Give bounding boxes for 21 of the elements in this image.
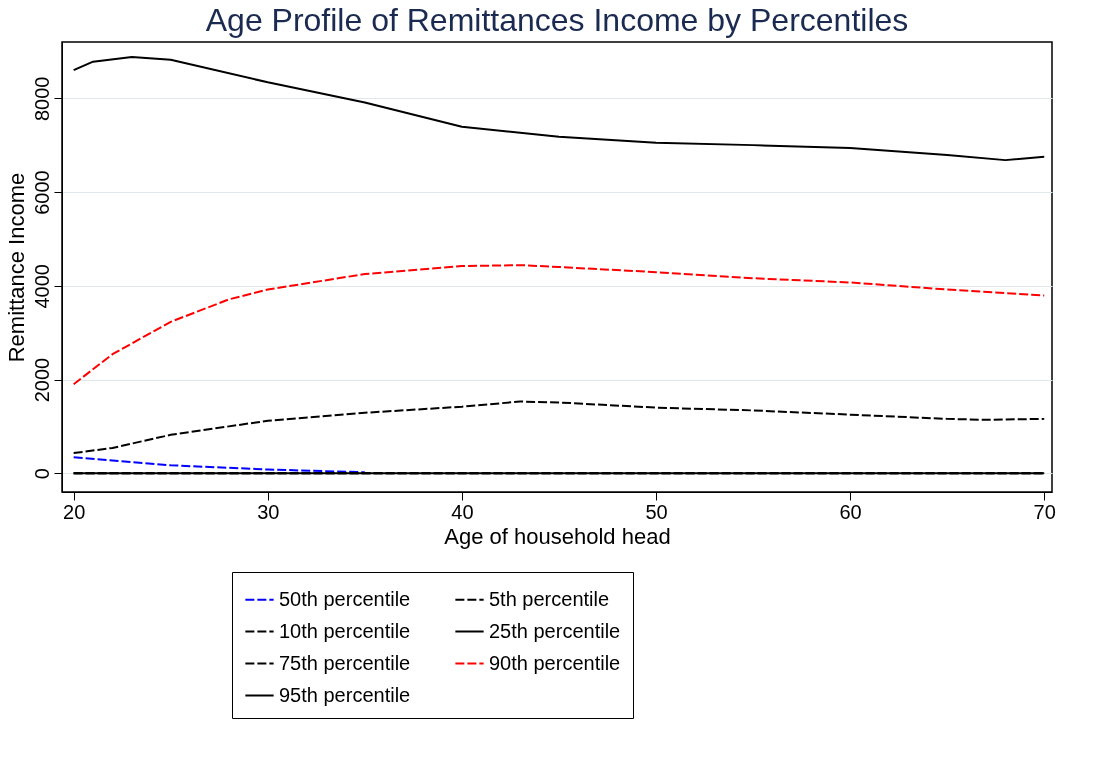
x-axis-title: Age of household head	[444, 523, 671, 549]
y-tick-label: 4000	[30, 264, 53, 309]
legend-label: 10th percentile	[279, 619, 411, 642]
chart-title: Age Profile of Remittances Income by Percentiles	[205, 2, 909, 38]
legend-label: 90th percentile	[489, 651, 621, 674]
legend-label: 95th percentile	[279, 683, 411, 706]
x-tick-label: 70	[1033, 500, 1056, 523]
legend-label: 50th percentile	[279, 587, 411, 610]
y-tick-label: 6000	[30, 170, 53, 215]
legend-label: 5th percentile	[489, 587, 610, 610]
x-tick-label: 20	[63, 500, 86, 523]
y-tick-label: 0	[30, 468, 53, 480]
legend-label: 25th percentile	[489, 619, 621, 642]
x-tick-label: 60	[839, 500, 862, 523]
y-tick-label: 8000	[30, 76, 53, 121]
x-tick-label: 30	[257, 500, 280, 523]
x-tick-label: 50	[645, 500, 668, 523]
x-tick-label: 40	[451, 500, 474, 523]
y-axis-title: Remittance Income	[3, 172, 29, 363]
y-tick-label: 2000	[30, 357, 53, 403]
legend-label: 75th percentile	[279, 651, 411, 674]
